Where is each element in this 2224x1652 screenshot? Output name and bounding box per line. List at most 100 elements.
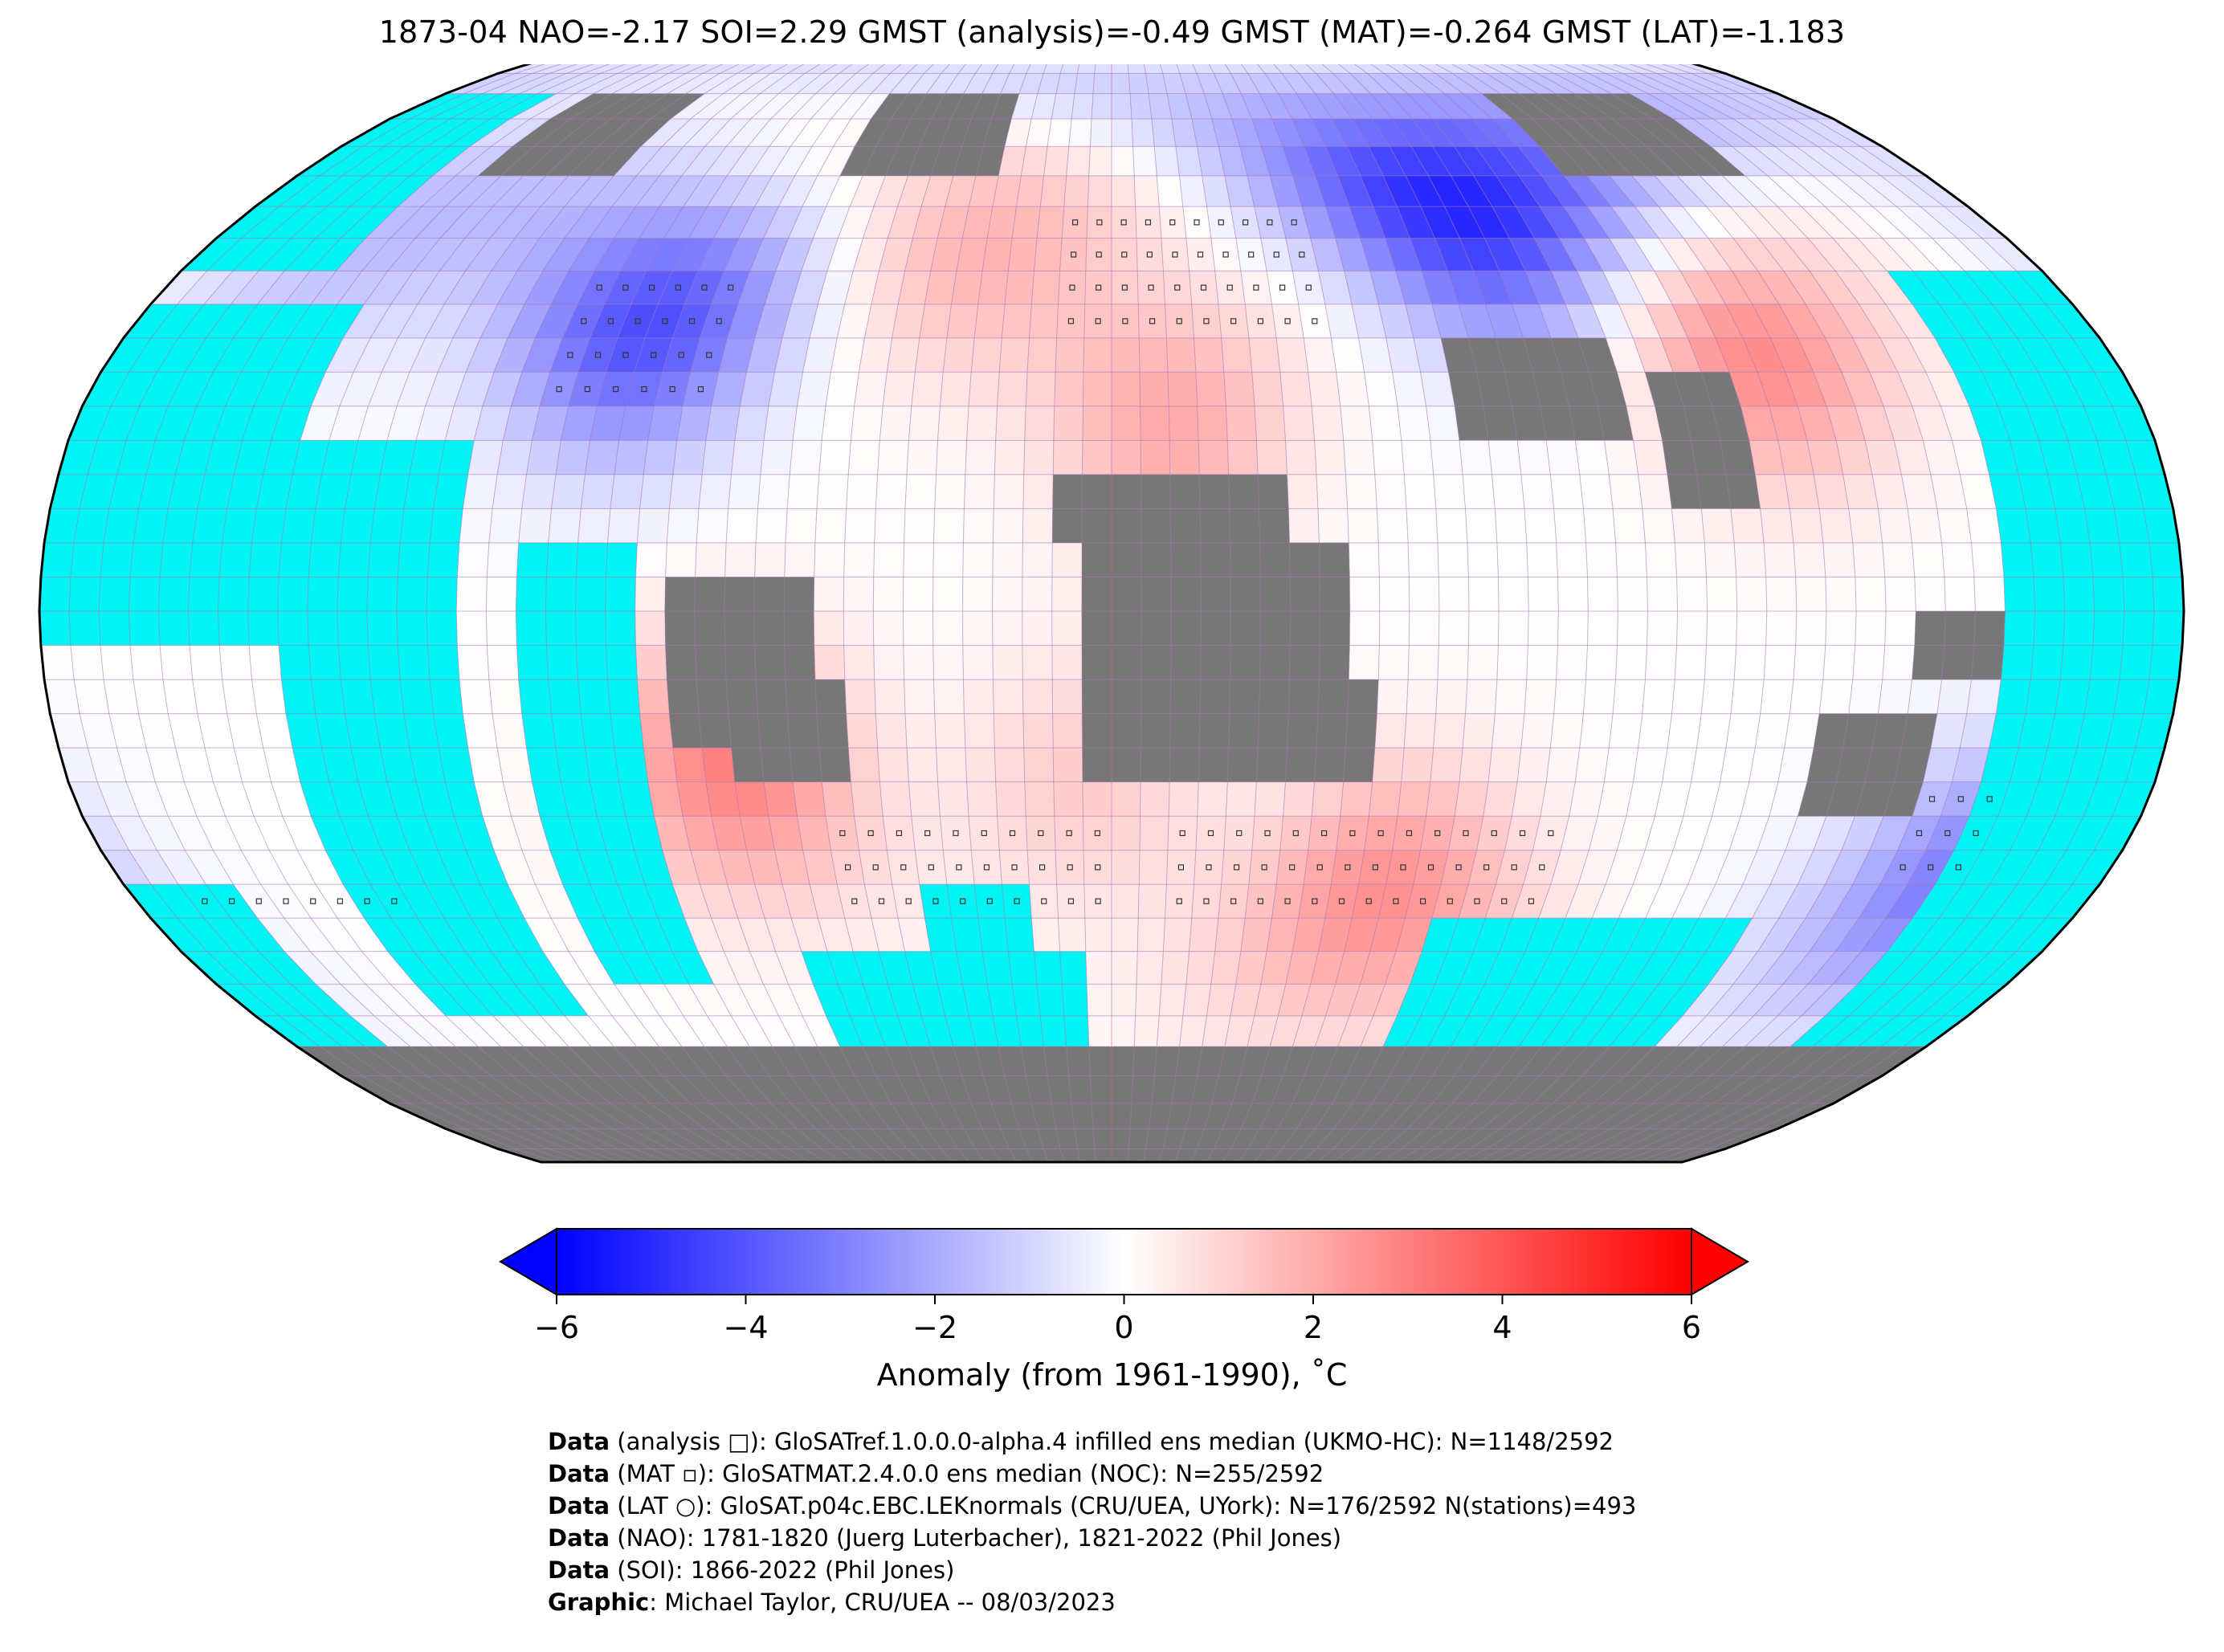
anomaly-cell: [100, 850, 151, 885]
missing-cell: [1316, 713, 1348, 748]
anomaly-cell: [963, 679, 994, 714]
missing-cell: [611, 1128, 669, 1149]
anomaly-cell: [1822, 542, 1855, 577]
anomaly-cell: [1540, 781, 1576, 817]
station-marker: [391, 898, 398, 904]
missing-cell: [1463, 1103, 1513, 1129]
missing-cell: [1004, 1075, 1032, 1103]
station-marker: [1345, 864, 1351, 871]
anomaly-cell: [1488, 440, 1521, 475]
station-marker: [1009, 830, 1016, 837]
missing-cell: [1347, 1046, 1384, 1076]
anomaly-cell: [974, 304, 1006, 338]
anomaly-cell: [685, 64, 732, 74]
anomaly-cell: [1740, 93, 1814, 119]
missing-cell: [1112, 713, 1141, 748]
anomaly-cell: [1683, 238, 1732, 271]
anomaly-cell: [1053, 406, 1083, 441]
anomaly-cell: [488, 508, 522, 543]
missing-cell: [1162, 1128, 1186, 1149]
anomaly-cell: [1447, 271, 1486, 304]
anomaly-cell: [1777, 440, 1814, 475]
anomaly-cell: [1852, 542, 1885, 577]
missing-cell: [805, 1148, 843, 1162]
station-marker: [1548, 830, 1554, 837]
anomaly-cell: [1027, 337, 1057, 373]
anomaly-cell: [1585, 542, 1618, 577]
anomaly-cell: [965, 748, 996, 782]
missing-cell: [426, 1075, 491, 1103]
anomaly-cell: [1645, 542, 1677, 577]
missing-cell: [1536, 1103, 1594, 1129]
anomaly-cell: [1308, 816, 1341, 850]
missing-cell: [1175, 1046, 1202, 1076]
anomaly-cell: [1360, 175, 1398, 207]
anomaly-cell: [1058, 918, 1086, 952]
anomaly-cell: [997, 372, 1028, 406]
anomaly-cell: [1768, 175, 1826, 207]
anomaly-cell: [1112, 73, 1130, 94]
anomaly-cell: [185, 850, 234, 885]
anomaly-cell: [1349, 542, 1380, 577]
anomaly-cell: [370, 304, 418, 338]
anomaly-cell: [1278, 984, 1311, 1016]
missing-cell: [1571, 1148, 1623, 1162]
missing-cell: [998, 1046, 1026, 1076]
anomaly-cell: [763, 206, 802, 239]
station-marker: [1176, 898, 1182, 904]
missing-cell: [478, 146, 534, 176]
anomaly-cell: [337, 918, 388, 952]
missing-cell: [1320, 577, 1350, 611]
missing-cell: [1211, 1075, 1240, 1103]
missing-cell: [1625, 1046, 1678, 1076]
station-marker: [867, 830, 874, 837]
anomaly-cell: [1432, 146, 1474, 176]
anomaly-cell: [1230, 73, 1260, 94]
anomaly-cell: [969, 372, 1000, 406]
anomaly-cell: [1613, 679, 1646, 714]
anomaly-cell: [1332, 73, 1371, 94]
missing-cell: [1655, 406, 1691, 441]
anomaly-cell: [1468, 206, 1510, 239]
anomaly-cell: [316, 984, 374, 1016]
anomaly-cell: [1463, 713, 1496, 748]
missing-cell: [1842, 713, 1879, 748]
anomaly-cell: [702, 440, 735, 475]
anomaly-cell: [1673, 119, 1732, 147]
anomaly-cell: [1764, 542, 1796, 577]
anomaly-cell: [690, 850, 728, 885]
anomaly-cell: [1674, 73, 1741, 94]
missing-cell: [664, 577, 696, 611]
missing-cell: [1199, 474, 1230, 509]
anomaly-cell: [1406, 175, 1445, 207]
anomaly-cell: [1675, 645, 1707, 680]
anomaly-cell: [1606, 337, 1646, 373]
meridian-line: [1492, 64, 1827, 1162]
missing-cell: [704, 1046, 748, 1076]
anomaly-cell: [1758, 238, 1810, 271]
missing-cell: [790, 1103, 835, 1129]
anomaly-cell: [1312, 119, 1348, 147]
meridian-line: [1539, 64, 1916, 1162]
temperature-anomaly-map: [38, 64, 2185, 1164]
anomaly-cell: [1221, 850, 1252, 885]
anomaly-cell: [365, 984, 422, 1016]
anomaly-cell: [1331, 337, 1365, 373]
grid-lines: [39, 64, 2184, 1162]
anomaly-cell: [788, 984, 826, 1016]
anomaly-cell: [1283, 146, 1316, 176]
anomaly-cell: [837, 304, 871, 338]
anomaly-cell: [1835, 175, 1897, 207]
missing-cell: [1532, 119, 1583, 147]
anomaly-cell: [1140, 781, 1170, 817]
missing-cell: [320, 1046, 384, 1076]
missing-cell: [855, 1148, 890, 1162]
anomaly-cell: [219, 645, 252, 680]
anomaly-cell: [1736, 611, 1767, 646]
station-marker: [1121, 284, 1128, 291]
missing-cell: [750, 1103, 798, 1129]
missing-cell: [1278, 1103, 1312, 1129]
anomaly-cell: [1112, 816, 1141, 850]
anomaly-cell: [1647, 611, 1678, 646]
missing-cell: [1701, 372, 1741, 406]
